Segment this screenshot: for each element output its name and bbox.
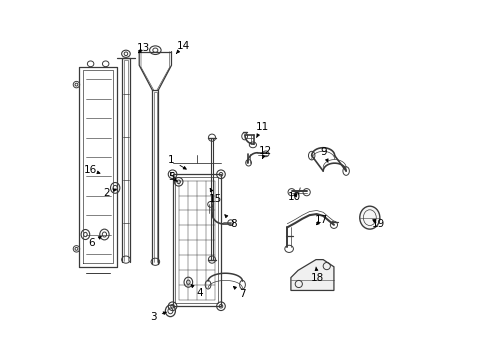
Text: 10: 10 (288, 192, 301, 202)
Text: 14: 14 (176, 41, 190, 53)
Text: 2: 2 (103, 188, 116, 198)
Text: 1: 1 (168, 155, 186, 169)
Text: 19: 19 (372, 219, 385, 229)
Text: 5: 5 (168, 172, 177, 182)
Text: 16: 16 (83, 165, 100, 175)
Text: 4: 4 (191, 285, 203, 298)
Text: 6: 6 (88, 237, 101, 248)
Text: 7: 7 (233, 287, 245, 299)
Text: 13: 13 (137, 43, 150, 53)
Text: 15: 15 (209, 188, 222, 204)
Text: 9: 9 (320, 147, 328, 162)
Text: 12: 12 (259, 145, 272, 158)
Text: 3: 3 (150, 312, 166, 322)
Text: 11: 11 (256, 122, 269, 137)
Polygon shape (291, 260, 334, 291)
FancyBboxPatch shape (172, 174, 221, 306)
Text: 18: 18 (311, 267, 324, 283)
Ellipse shape (360, 206, 380, 229)
Text: 17: 17 (315, 215, 328, 225)
Text: 8: 8 (225, 215, 237, 229)
